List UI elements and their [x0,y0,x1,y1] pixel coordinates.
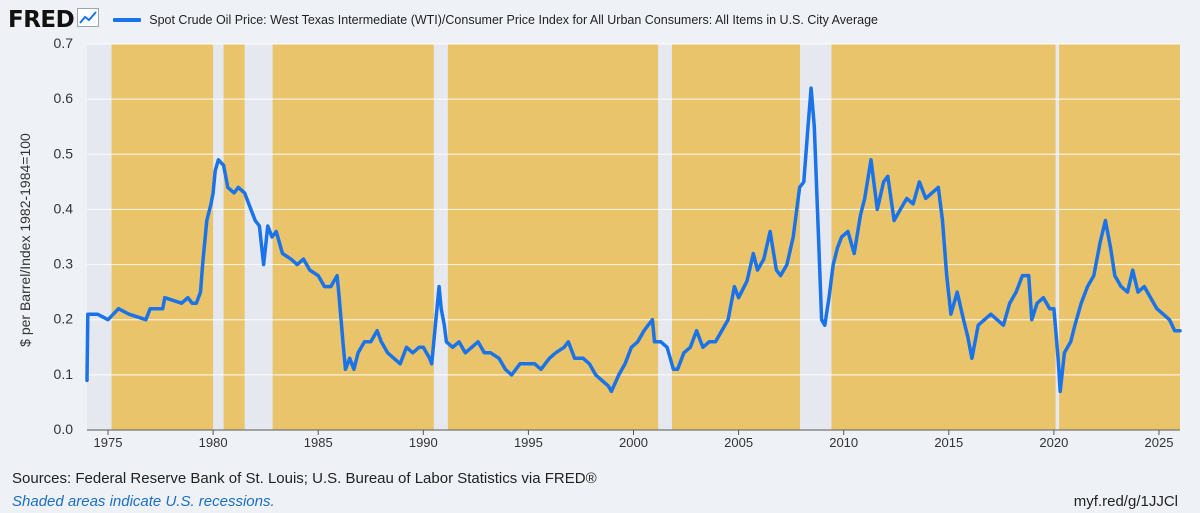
y-tick-label: 0.0 [54,421,74,437]
chart-legend: Spot Crude Oil Price: West Texas Interme… [113,13,878,27]
x-tick-label: 1995 [514,435,543,450]
x-tick-label: 2010 [829,435,858,450]
y-tick-label: 0.1 [54,366,74,382]
x-tick-label: 1990 [409,435,438,450]
x-tick-label: 2020 [1039,435,1068,450]
trend-line-icon [77,8,100,32]
fred-logo-text: FRED [8,7,75,33]
y-tick-label: 0.2 [54,311,74,327]
y-axis-ticks: 0.0 0.1 0.2 0.3 0.4 0.5 0.6 0.7 [54,35,74,437]
legend-swatch [113,18,142,22]
x-tick-label: 2000 [619,435,648,450]
legend-series-label[interactable]: Spot Crude Oil Price: West Texas Interme… [149,13,878,27]
y-tick-label: 0.5 [54,145,74,161]
series-group [85,86,1182,394]
x-tick-label: 2025 [1145,435,1174,450]
x-tick-label: 1985 [304,435,333,450]
recession-band [213,44,224,430]
y-tick-label: 0.4 [54,200,74,216]
fred-logo[interactable]: FRED [8,7,100,33]
recession-band [799,44,832,430]
chart-header: FRED Spot Crude Oil Price: West Texas In… [8,6,878,34]
y-tick-label: 0.3 [54,256,74,272]
recession-band [658,44,672,430]
x-tick-label: 2005 [724,435,753,450]
recession-note: Shaded areas indicate U.S. recessions. [12,493,275,510]
x-axis-ticks: 1975 1980 1985 1990 1995 2000 2005 2010 2015 2020… [87,429,1180,450]
series-line-0[interactable] [85,86,1182,394]
x-tick-label: 2015 [934,435,963,450]
sources-note: Sources: Federal Reserve Bank of St. Lou… [12,470,597,487]
recession-band [244,44,273,430]
x-tick-label: 1980 [199,435,228,450]
y-tick-label: 0.7 [54,35,74,51]
y-tick-label: 0.6 [54,90,74,106]
recession-band [433,44,448,430]
recession-bands [87,44,1180,430]
recession-band [87,44,112,430]
x-tick-label: 1975 [94,435,123,450]
recession-band [1055,44,1060,430]
short-url-link[interactable]: myf.red/g/1JJCl [1073,493,1178,510]
y-axis-label: $ per Barrel/Index 1982-1984=100 [17,133,33,347]
